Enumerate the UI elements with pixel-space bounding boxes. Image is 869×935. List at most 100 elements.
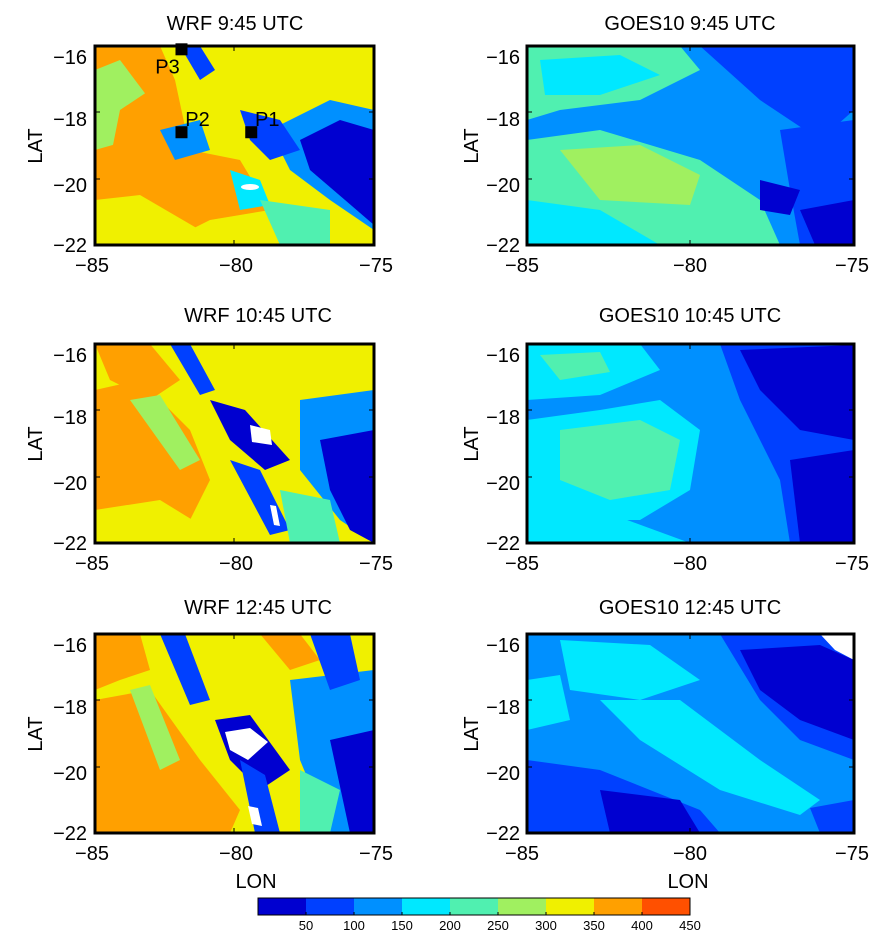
x-axis-label: LON <box>235 871 276 893</box>
panel-title: WRF 12:45 UTC <box>184 597 332 619</box>
x-tick-label: −80 <box>219 255 253 277</box>
point-marker-p3 <box>175 43 188 56</box>
colorbar-ticks: 50 100 150 200 250 300 350 400 450 <box>299 912 701 933</box>
y-tick-label: −20 <box>486 763 520 785</box>
y-tick-label: −22 <box>53 823 87 845</box>
point-marker-p2 <box>175 126 188 139</box>
x-tick-label: −80 <box>673 843 707 865</box>
y-tick-label: −22 <box>53 235 87 257</box>
panel-title: GOES10 12:45 UTC <box>599 597 781 619</box>
ticks <box>95 634 374 833</box>
y-axis-label: LAT <box>25 426 47 461</box>
x-tick-label: −85 <box>505 553 539 575</box>
colorbar-tick-label: 100 <box>343 918 365 933</box>
heatmap-field <box>95 634 374 833</box>
point-markers: P1 P2 P3 <box>155 43 279 139</box>
y-tick-label: −18 <box>53 109 87 131</box>
y-tick-label: −16 <box>53 345 87 367</box>
colorbar-tick-label: 200 <box>439 918 461 933</box>
y-tick-label: −16 <box>53 47 87 69</box>
y-tick-label: −20 <box>53 175 87 197</box>
y-axis-label: LAT <box>461 128 483 163</box>
panel-wrf-0945: WRF 9:45 UTC −16 −18 −20 −22 <box>25 13 393 277</box>
colorbar-tick-label: 250 <box>487 918 509 933</box>
y-tick-label: −18 <box>486 407 520 429</box>
colorbar-swatch <box>594 898 643 915</box>
ticks <box>527 344 854 543</box>
colorbar-tick-label: 150 <box>391 918 413 933</box>
y-tick-label: −18 <box>486 109 520 131</box>
panel-title: GOES10 9:45 UTC <box>604 13 775 35</box>
x-tick-label: −85 <box>505 255 539 277</box>
x-tick-label: −75 <box>359 553 393 575</box>
heatmap-field <box>527 344 854 543</box>
x-tick-label: −75 <box>835 553 869 575</box>
x-tick-label: −80 <box>219 553 253 575</box>
x-tick-label: −80 <box>673 255 707 277</box>
x-tick-label: −75 <box>359 843 393 865</box>
colorbar-swatch <box>306 898 355 915</box>
y-tick-label: −22 <box>53 533 87 555</box>
y-tick-label: −22 <box>486 823 520 845</box>
panel-wrf-1045: WRF 10:45 UTC −16 −18 −20 −22 −85 <box>25 305 393 575</box>
colorbar-swatch <box>450 898 499 915</box>
y-tick-label: −16 <box>486 47 520 69</box>
x-tick-label: −75 <box>835 843 869 865</box>
y-ticks <box>95 45 374 246</box>
heatmap-field <box>95 344 374 543</box>
y-tick-label: −20 <box>486 175 520 197</box>
y-tick-label: −16 <box>486 345 520 367</box>
colorbar-swatch <box>546 898 595 915</box>
x-tick-label: −75 <box>835 255 869 277</box>
panel-title: WRF 9:45 UTC <box>167 13 304 35</box>
y-axis-label: LAT <box>25 716 47 751</box>
x-tick-label: −80 <box>673 553 707 575</box>
colorbar-swatch <box>258 898 307 915</box>
point-label-p3: P3 <box>155 56 179 78</box>
x-tick-label: −75 <box>359 255 393 277</box>
x-tick-label: −80 <box>219 843 253 865</box>
x-tick-label: −85 <box>75 843 109 865</box>
colorbar-swatch <box>402 898 451 915</box>
colorbar-swatch <box>354 898 403 915</box>
point-marker-p1 <box>245 126 258 139</box>
heatmap-field <box>527 634 854 833</box>
y-tick-label: −18 <box>53 407 87 429</box>
colorbar-tick-label: 400 <box>631 918 653 933</box>
y-tick-label: −16 <box>53 635 87 657</box>
y-axis-label: LAT <box>461 716 483 751</box>
colorbar-swatch <box>498 898 547 915</box>
panel-goes-1245: GOES10 12:45 UTC −16 −18 −20 −22 −85 −80… <box>461 597 869 893</box>
y-tick-label: −20 <box>53 763 87 785</box>
colorbar-tick-label: 300 <box>535 918 557 933</box>
y-tick-label: −20 <box>486 473 520 495</box>
colorbar-tick-label: 350 <box>583 918 605 933</box>
x-axis-label: LON <box>667 871 708 893</box>
y-tick-label: −22 <box>486 235 520 257</box>
colorbar: 50 100 150 200 250 300 350 400 450 <box>257 897 701 933</box>
ticks <box>527 634 854 833</box>
y-tick-label: −18 <box>53 697 87 719</box>
x-tick-label: −85 <box>75 553 109 575</box>
x-tick-label: −85 <box>75 255 109 277</box>
point-label-p2: P2 <box>185 109 209 131</box>
y-tick-label: −20 <box>53 473 87 495</box>
heatmap-field <box>95 46 374 245</box>
y-tick-label: −16 <box>486 635 520 657</box>
colorbar-frame <box>257 897 691 916</box>
panel-title: GOES10 10:45 UTC <box>599 305 781 327</box>
point-label-p1: P1 <box>255 109 279 131</box>
panel-goes-1045: GOES10 10:45 UTC −16 −18 −20 −22 −85 −80… <box>461 305 869 575</box>
heatmap-field <box>527 46 854 245</box>
colorbar-swatches <box>258 898 691 915</box>
panel-title: WRF 10:45 UTC <box>184 305 332 327</box>
colorbar-tick-label: 450 <box>679 918 701 933</box>
y-axis-label: LAT <box>25 128 47 163</box>
y-tick-label: −22 <box>486 533 520 555</box>
y-tick-label: −18 <box>486 697 520 719</box>
panel-wrf-1245: WRF 12:45 UTC −16 −18 −20 −22 <box>25 597 393 893</box>
x-tick-label: −85 <box>505 843 539 865</box>
ticks <box>527 46 854 245</box>
ticks <box>95 344 374 543</box>
